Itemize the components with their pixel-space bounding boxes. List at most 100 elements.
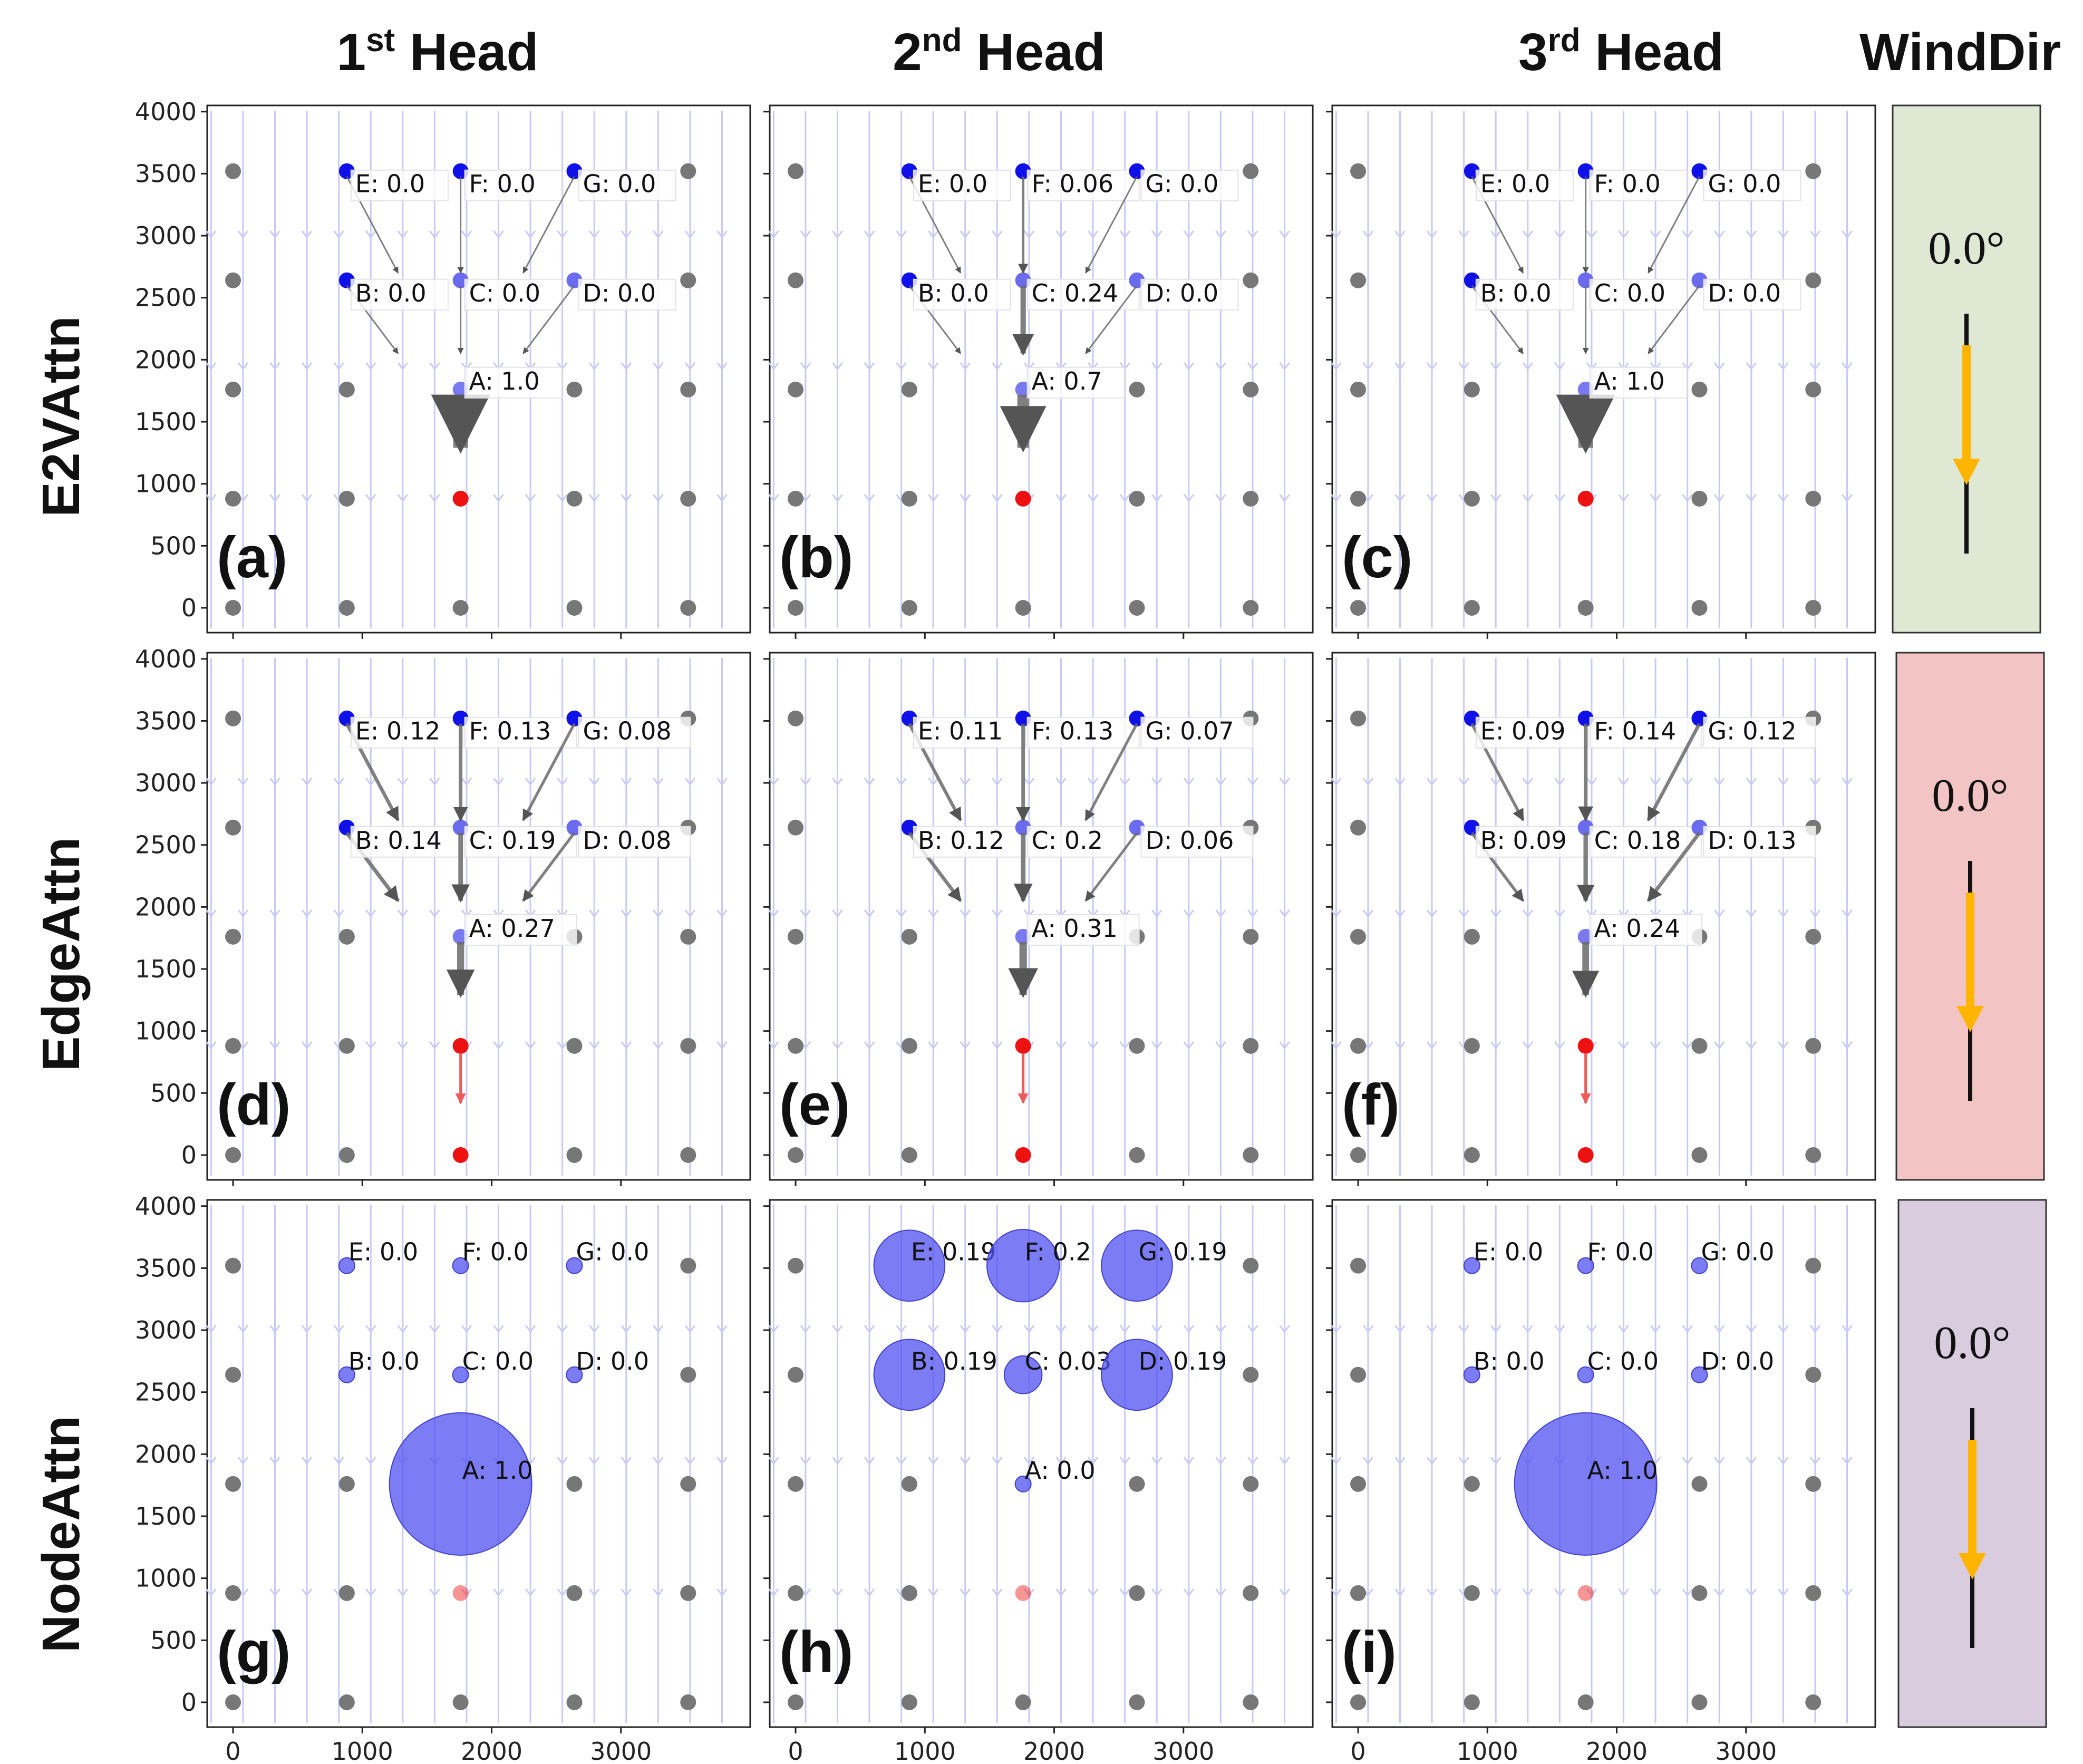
wind-arrowhead bbox=[716, 778, 728, 786]
edge-label-box bbox=[1703, 278, 1801, 311]
wind-arrowhead bbox=[557, 494, 568, 502]
grid-node bbox=[1129, 1147, 1145, 1163]
edge-label-box bbox=[1475, 278, 1574, 311]
edge-label-box bbox=[350, 716, 463, 749]
grid-node bbox=[1805, 1476, 1822, 1492]
wind-arrowhead bbox=[1554, 494, 1565, 502]
wind-arrowhead bbox=[992, 778, 1003, 786]
grid-node bbox=[788, 1476, 804, 1492]
edge-label-box bbox=[1703, 169, 1801, 201]
node-attention-C bbox=[1003, 1355, 1043, 1394]
wind-arrowhead bbox=[1183, 1325, 1195, 1333]
y-tick-label: 1000 bbox=[135, 1017, 197, 1045]
wind-arrowhead bbox=[365, 1457, 376, 1465]
wind-arrowhead bbox=[493, 230, 504, 239]
wind-arrowhead bbox=[1331, 494, 1342, 502]
wind-arrowhead bbox=[896, 1325, 907, 1333]
panel-a: 0 500 1000 1500 2000 2500 3000 3500 4000 A: 1.0 B:… bbox=[135, 98, 751, 639]
grid-node bbox=[1691, 490, 1708, 507]
wind-arrowhead bbox=[1426, 909, 1438, 918]
wind-arrowhead bbox=[621, 1457, 632, 1465]
edge-label-box bbox=[1703, 716, 1816, 749]
grid-node bbox=[225, 1476, 241, 1492]
wind-arrowhead bbox=[1522, 494, 1533, 502]
node-label-D: D: 0.0 bbox=[576, 1347, 649, 1375]
grid-node bbox=[1350, 928, 1367, 945]
wind-arrowhead bbox=[1842, 1588, 1853, 1597]
wind-arrowhead bbox=[928, 1325, 939, 1333]
grid-node bbox=[680, 1366, 696, 1383]
target-node bbox=[452, 1038, 469, 1054]
wind-arrowhead bbox=[1554, 909, 1565, 918]
grid-node bbox=[1350, 1366, 1367, 1383]
edge-label-box bbox=[1589, 914, 1702, 946]
node-attention-G bbox=[1101, 1229, 1173, 1302]
wind-arrowhead bbox=[1279, 1457, 1290, 1465]
grid-node bbox=[788, 710, 804, 726]
x-tick-label: 1000 bbox=[332, 1737, 393, 1764]
y-tick-label: 3000 bbox=[135, 1316, 197, 1344]
edge-label-B: B: 0.0 bbox=[918, 279, 989, 307]
y-tick-label: 3000 bbox=[135, 221, 197, 250]
wind-arrowhead bbox=[1809, 362, 1821, 371]
node-attention-G bbox=[566, 1257, 583, 1274]
edge-label-box bbox=[350, 169, 449, 201]
wind-arrowhead bbox=[864, 1588, 875, 1597]
wind-arrowhead bbox=[1279, 1041, 1290, 1050]
wind-arrowhead bbox=[832, 1325, 843, 1333]
grid-node bbox=[788, 1257, 804, 1274]
grid-node bbox=[1350, 1038, 1367, 1054]
grid-node bbox=[1350, 1585, 1367, 1601]
wind-arrowhead bbox=[589, 1457, 600, 1465]
wind-arrowhead bbox=[1087, 494, 1099, 502]
node-attention-A bbox=[389, 1412, 532, 1556]
wind-arrowhead bbox=[1023, 778, 1035, 786]
grid-node bbox=[1350, 710, 1367, 726]
wind-arrowhead bbox=[1842, 1325, 1853, 1333]
wind-arrowhead bbox=[1458, 1457, 1469, 1465]
wind-arrowhead bbox=[557, 1041, 568, 1050]
grid-node bbox=[788, 1038, 804, 1054]
edge-label-F: F: 0.0 bbox=[1594, 170, 1661, 198]
y-tick-label: 2000 bbox=[135, 893, 197, 921]
grid-node bbox=[1464, 1038, 1480, 1054]
wind-arrowhead bbox=[461, 1325, 472, 1333]
edge-label-C: C: 0.18 bbox=[1594, 826, 1681, 855]
edge-label-A: A: 0.7 bbox=[1032, 367, 1102, 395]
wind-angle-label: 0.0° bbox=[1928, 223, 2004, 274]
edge-label-G: G: 0.0 bbox=[1145, 170, 1218, 198]
column-header-3: 3rd Head bbox=[1518, 22, 1724, 82]
edge-label-box bbox=[1140, 278, 1239, 311]
edge-label-E: E: 0.0 bbox=[355, 170, 425, 198]
node-label-E: E: 0.0 bbox=[1474, 1238, 1543, 1266]
panel-label: (d) bbox=[217, 1072, 290, 1137]
wind-arrowhead bbox=[992, 1041, 1003, 1050]
wind-arrowhead bbox=[557, 1325, 568, 1333]
wind-arrowhead bbox=[1279, 362, 1290, 371]
node-label-C: C: 0.03 bbox=[1025, 1347, 1112, 1375]
edge-label-box bbox=[1026, 716, 1140, 749]
wind-arrowhead bbox=[928, 1041, 939, 1050]
edge-label-C: C: 0.0 bbox=[469, 279, 540, 307]
grid-node bbox=[788, 1694, 804, 1710]
wind-arrowhead bbox=[1778, 1588, 1789, 1597]
edge-label-box bbox=[464, 914, 577, 946]
wind-arrowhead bbox=[1394, 494, 1406, 502]
wind-arrowhead bbox=[1394, 362, 1406, 371]
panels: 0 500 1000 1500 2000 2500 3000 3500 4000 A: 1.0 B:… bbox=[135, 98, 1876, 1764]
node-label-B: B: 0.0 bbox=[1474, 1347, 1545, 1375]
wind-arrowhead bbox=[365, 494, 376, 502]
wind-arrowhead bbox=[237, 362, 249, 371]
wind-arrowhead bbox=[1362, 778, 1374, 786]
wind-arrowhead bbox=[1778, 494, 1789, 502]
edge-arrow-D bbox=[522, 285, 575, 354]
y-tick-label: 1000 bbox=[135, 470, 197, 498]
grid-node bbox=[1805, 490, 1822, 507]
node-label-A: A: 0.0 bbox=[1025, 1456, 1096, 1485]
grid-node bbox=[1350, 381, 1367, 398]
wind-arrowhead bbox=[1746, 362, 1757, 371]
wind-arrowhead bbox=[1586, 1588, 1597, 1597]
wind-arrowhead bbox=[928, 778, 939, 786]
wind-arrowhead bbox=[960, 494, 971, 502]
